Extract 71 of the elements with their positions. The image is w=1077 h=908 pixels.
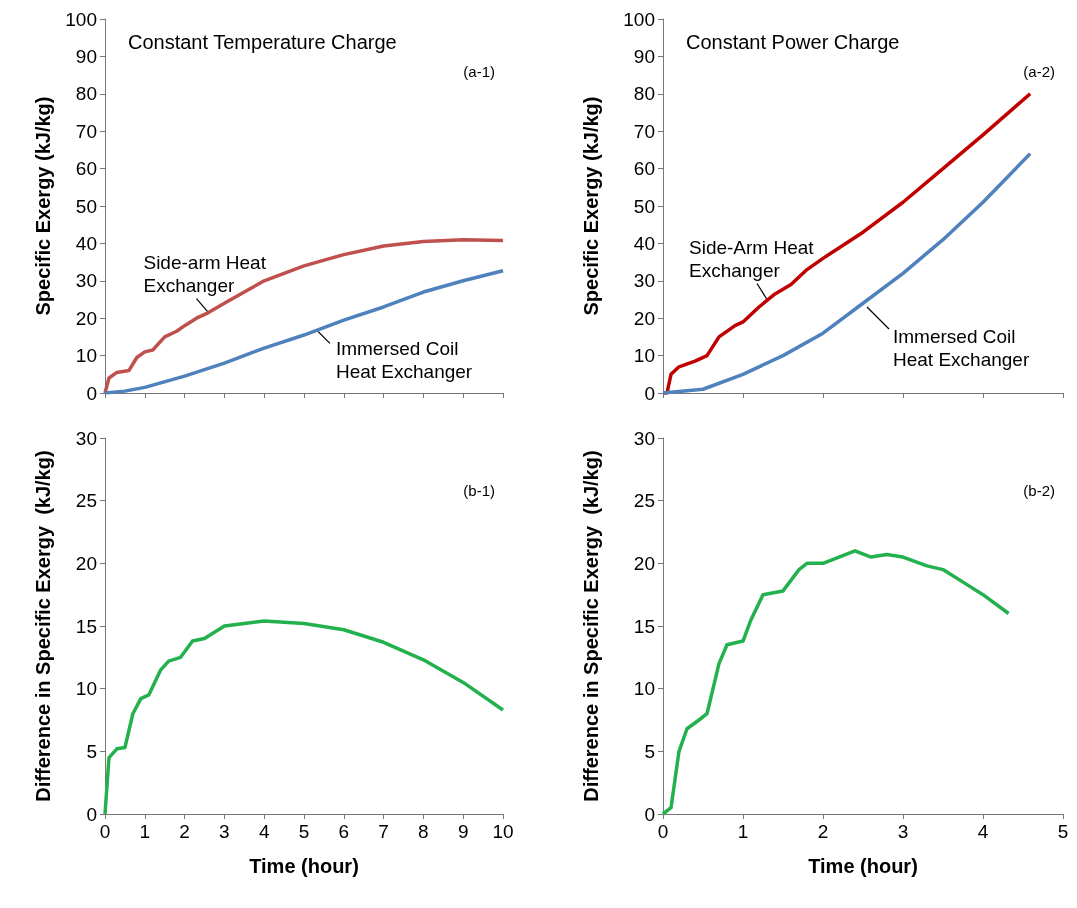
x-axis-title: Time (hour) [249,855,359,877]
y-tick-label: 25 [633,490,655,512]
y-tick-label: 5 [86,740,97,762]
x-tick-label: 1 [139,821,151,842]
y-tick-label: 10 [633,678,655,700]
x-tick-label: 10 [492,821,514,842]
y-tick-label: 5 [644,740,655,762]
x-tick-label: 5 [1057,821,1069,842]
y-tick-label: 60 [75,158,97,180]
x-tick-label: 8 [418,821,429,842]
y-tick-label: 20 [633,552,655,574]
annotation: (a-2) [1023,63,1055,80]
x-tick-label: 2 [179,821,190,842]
annotation: Side-arm Heat Exchanger [143,251,272,296]
y-tick-label: 40 [633,232,655,254]
y-tick-label: 100 [623,8,655,30]
y-tick-label: 15 [633,615,655,637]
annotation: (b-1) [463,482,495,499]
y-tick-label: 0 [86,803,97,825]
y-tick-label: 30 [75,270,97,292]
x-tick-label: 4 [977,821,989,842]
y-tick-label: 20 [75,552,97,574]
y-tick-label: 20 [75,307,97,329]
x-tick-label: 2 [817,821,829,842]
y-tick-label: 25 [75,490,97,512]
x-tick-label: 3 [897,821,909,842]
y-axis-title: Difference in Specific Exergy (kJ/kg) [32,450,54,802]
x-tick-label: 1 [737,821,749,842]
y-tick-label: 50 [633,195,655,217]
y-tick-label: 10 [75,345,97,367]
y-tick-label: 30 [633,427,655,449]
y-tick-label: 90 [633,45,655,67]
y-tick-label: 90 [75,45,97,67]
y-tick-label: 0 [644,382,655,404]
x-tick-label: 0 [99,821,111,842]
y-tick-label: 70 [633,120,655,142]
y-tick-label: 40 [75,232,97,254]
line-series [661,151,1032,395]
y-tick-label: 0 [644,803,655,825]
x-tick-label: 9 [457,821,469,842]
y-tick-label: 80 [75,83,97,105]
y-tick-label: 100 [65,8,97,30]
x-axis-title: Time (hour) [808,855,918,877]
y-tick-label: 80 [633,83,655,105]
annotation: Side-Arm Heat Exchanger [689,236,819,281]
line-series [661,549,1011,816]
annotation: (a-1) [463,63,495,80]
y-tick-label: 60 [633,158,655,180]
y-tick-label: 0 [86,382,97,404]
y-axis-title: Difference in Specific Exergy (kJ/kg) [580,450,602,802]
x-tick-label: 4 [258,821,270,842]
annotation: Immersed Coil Heat Exchanger [893,325,1030,370]
annotation: (b-2) [1023,482,1055,499]
x-tick-label: 5 [298,821,310,842]
y-tick-label: 20 [633,307,655,329]
y-tick-label: 10 [633,345,655,367]
y-tick-label: 30 [633,270,655,292]
y-tick-label: 70 [75,120,97,142]
x-tick-label: 7 [378,821,389,842]
x-tick-label: 6 [338,821,350,842]
annotation: Immersed Coil Heat Exchanger [335,338,473,383]
x-tick-label: 0 [657,821,669,842]
text: Constant Power Charge [686,31,900,53]
text: Constant Temperature Charge [128,31,397,53]
y-tick-label: 15 [75,615,97,637]
y-tick-label: 10 [75,678,97,700]
y-axis-title: Specific Exergy (kJ/kg) [580,96,602,316]
y-axis-title: Specific Exergy (kJ/kg) [32,96,54,316]
y-tick-label: 30 [75,427,97,449]
y-tick-label: 50 [75,195,97,217]
x-tick-label: 3 [219,821,230,842]
